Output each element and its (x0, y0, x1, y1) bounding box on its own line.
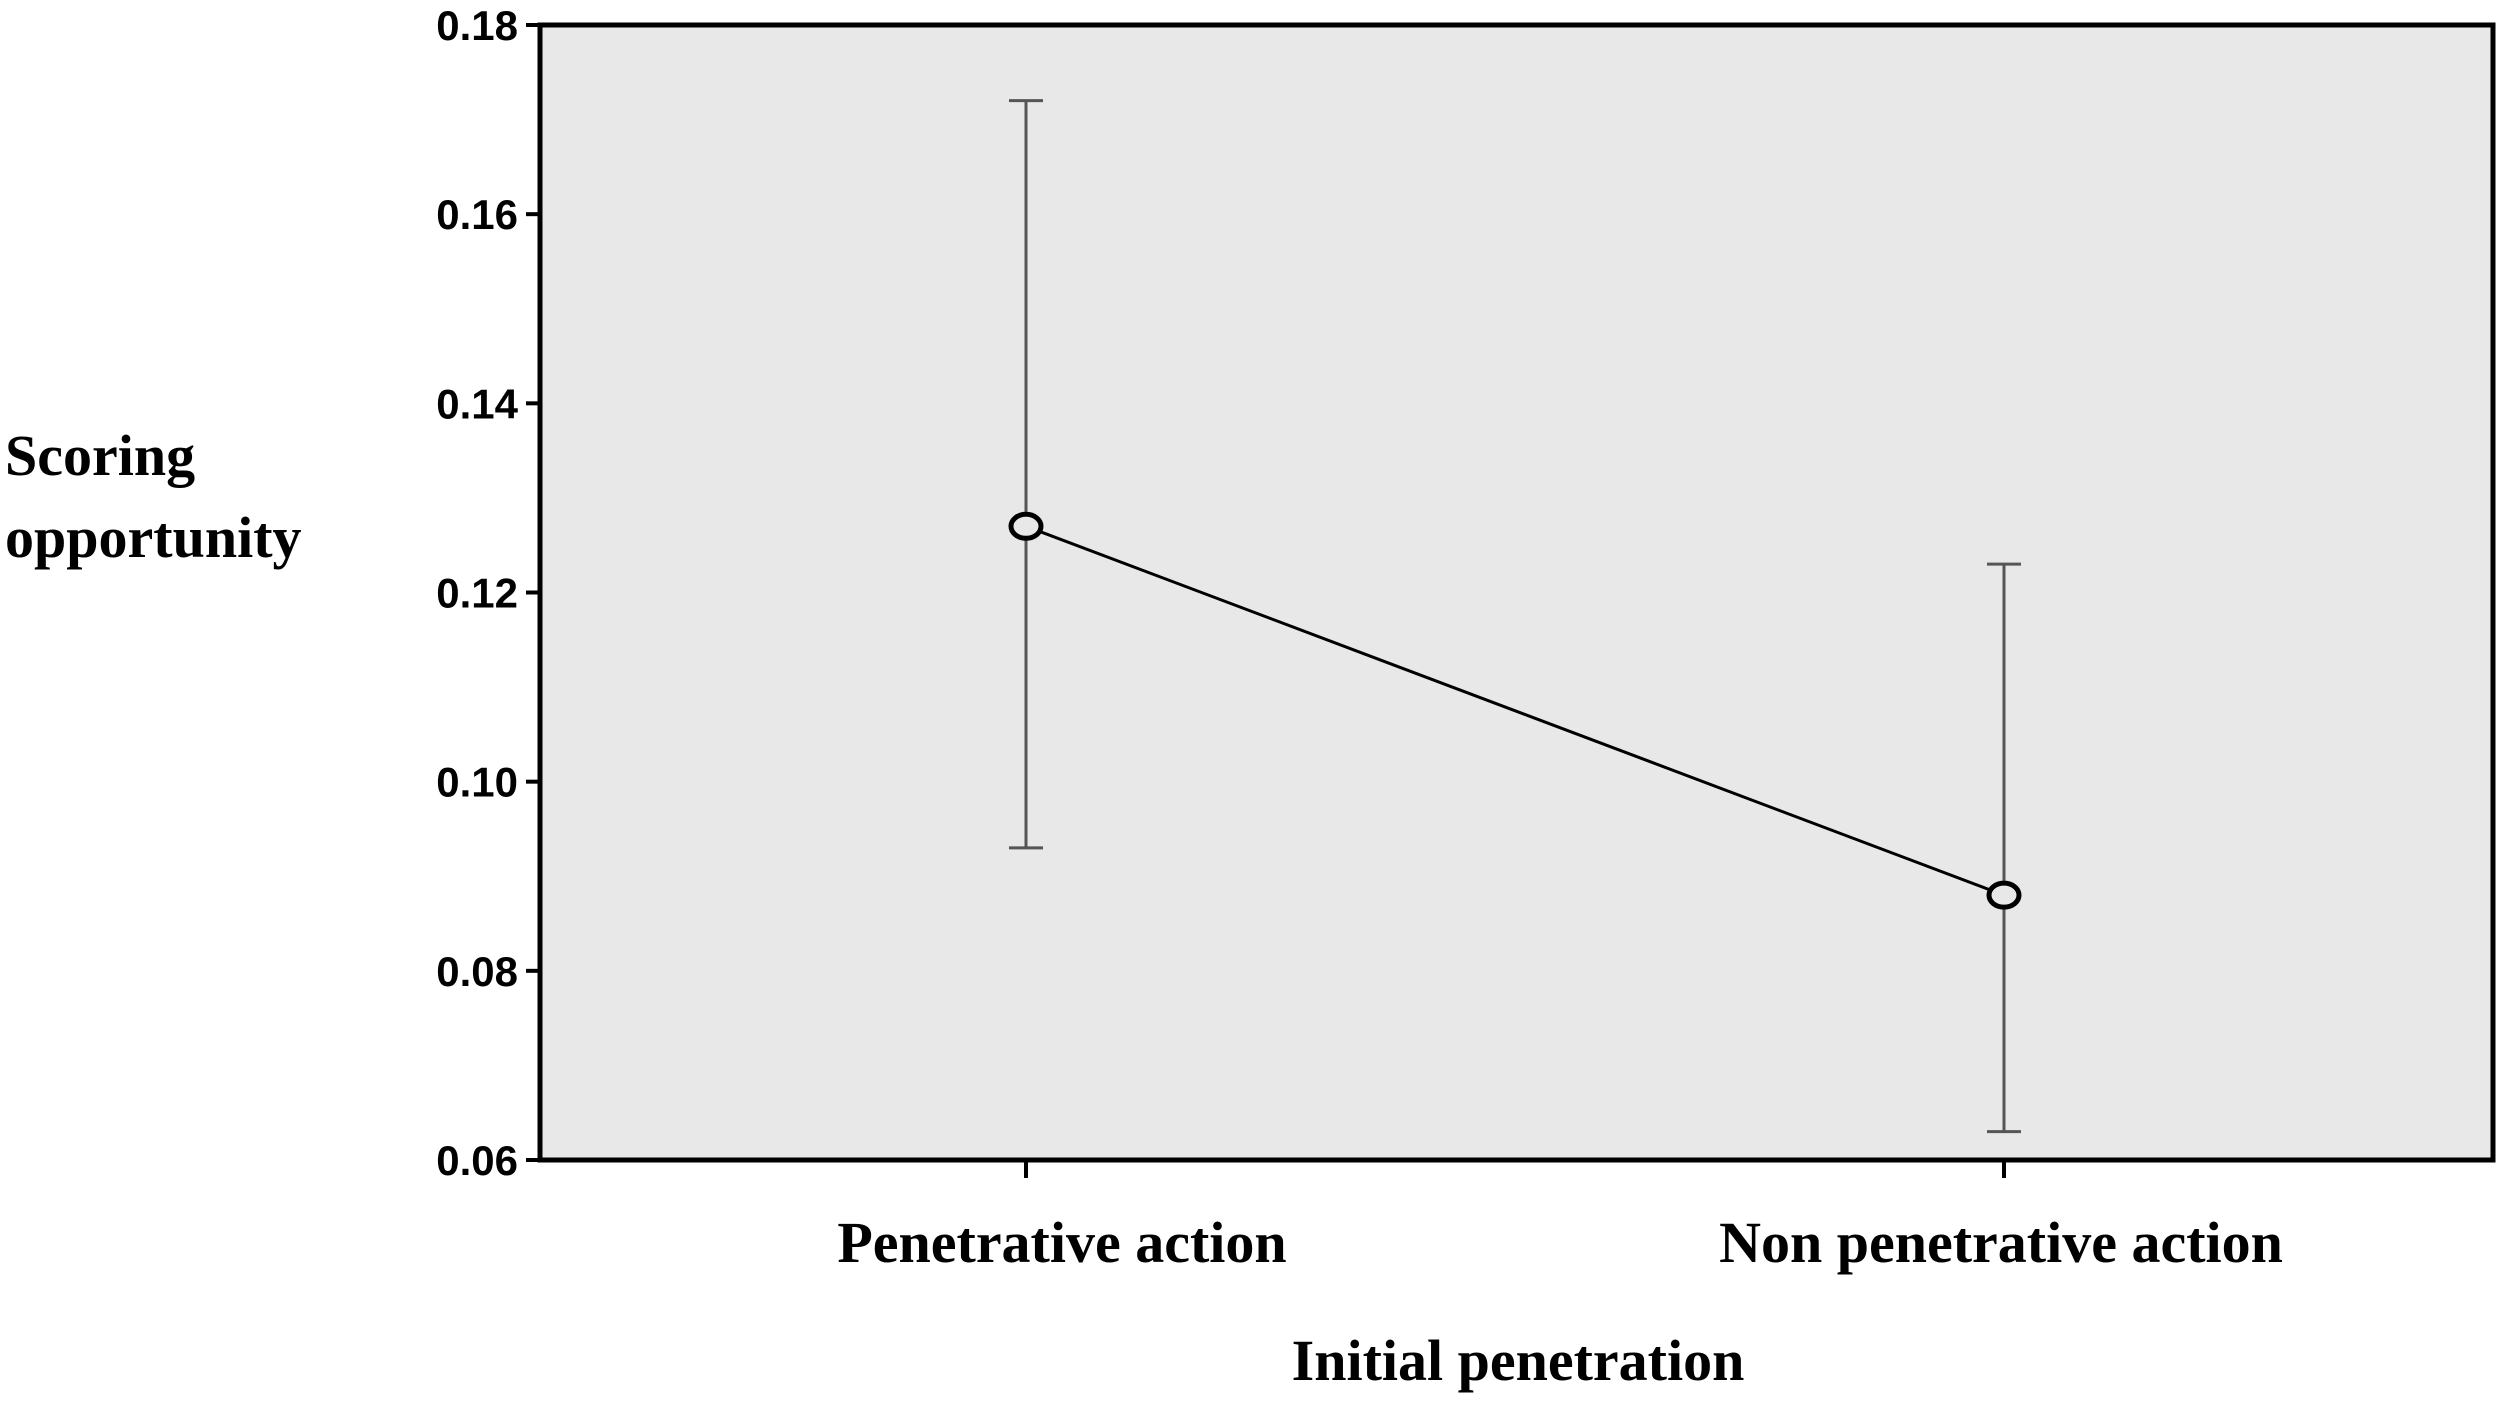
y-tick-label: 0.10 (436, 759, 518, 806)
y-axis-title-line-2: opportunity (5, 505, 302, 570)
y-tick-label: 0.14 (436, 380, 518, 427)
y-tick-label: 0.08 (436, 948, 518, 995)
x-axis-title: Initial penetration (1292, 1328, 1745, 1393)
y-axis-title-line-1: Scoring (5, 423, 195, 488)
series-line (1025, 524, 2005, 897)
x-category-label: Penetrative action (837, 1210, 1286, 1275)
y-tick-label: 0.16 (436, 191, 518, 238)
y-tick-label: 0.12 (436, 570, 518, 617)
error-bars (1009, 99, 2021, 1134)
x-category-label: Non penetrative action (1719, 1210, 2283, 1275)
data-point-marker (1986, 880, 2022, 910)
plot-area (537, 22, 2496, 1163)
data-markers (1008, 511, 2022, 910)
x-axis: Penetrative action Non penetrative action (837, 1160, 2283, 1275)
y-axis: 0.06 0.08 0.10 0.12 0.14 0.16 0.18 (436, 2, 540, 1184)
data-point-marker (1008, 511, 1044, 541)
y-tick-label: 0.18 (436, 2, 518, 49)
y-tick-label: 0.06 (436, 1137, 518, 1184)
